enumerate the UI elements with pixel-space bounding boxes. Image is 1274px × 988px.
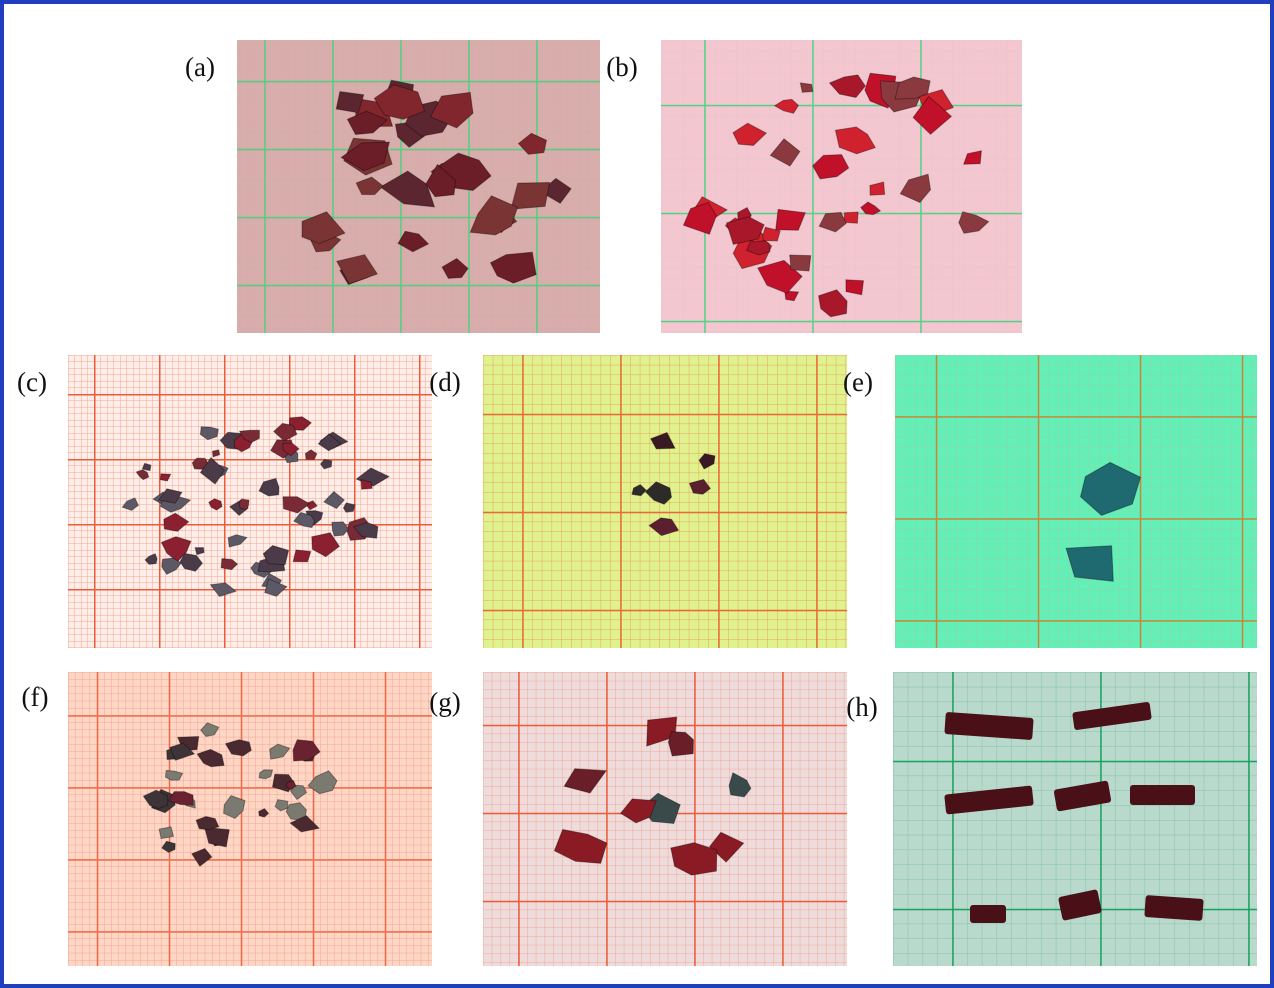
photo-panel [237,40,600,333]
crystal [970,905,1006,923]
photo-panel [895,355,1257,648]
major-grid [68,355,432,648]
photo-panel [68,355,432,648]
crystal [846,280,864,295]
panel-label: (d) [429,367,460,397]
crystal [196,817,219,830]
photo-panel [483,672,847,966]
photo-panel [68,672,432,966]
crystal [293,550,311,562]
photo-panel [483,355,847,648]
crystal [790,255,811,271]
crystal [800,83,813,92]
crystal [343,503,355,512]
crystal [159,827,173,839]
panel-label: (e) [843,367,873,397]
panel-label: (a) [185,52,215,82]
panel-label: (b) [606,52,637,82]
crystal [844,212,858,223]
crystal [336,92,364,113]
page: (a)(b)(c)(d)(e)(f)(g)(h) (() => { const … [0,0,1274,988]
major-grid [68,672,432,966]
panel-label: (h) [846,692,877,722]
crystal [239,499,249,510]
crystal [1144,895,1203,921]
figure: (a) (b) (c) (d) (e) (f) (g) (h) [0,0,1274,988]
panel-label: (g) [429,687,460,717]
panel-label: (f) [22,682,49,712]
major-grid [895,355,1257,648]
photo-panel [661,40,1022,333]
crystal [1130,785,1195,805]
panel-label: (c) [17,367,47,397]
crystal [511,183,550,210]
photo-panel [893,672,1257,966]
